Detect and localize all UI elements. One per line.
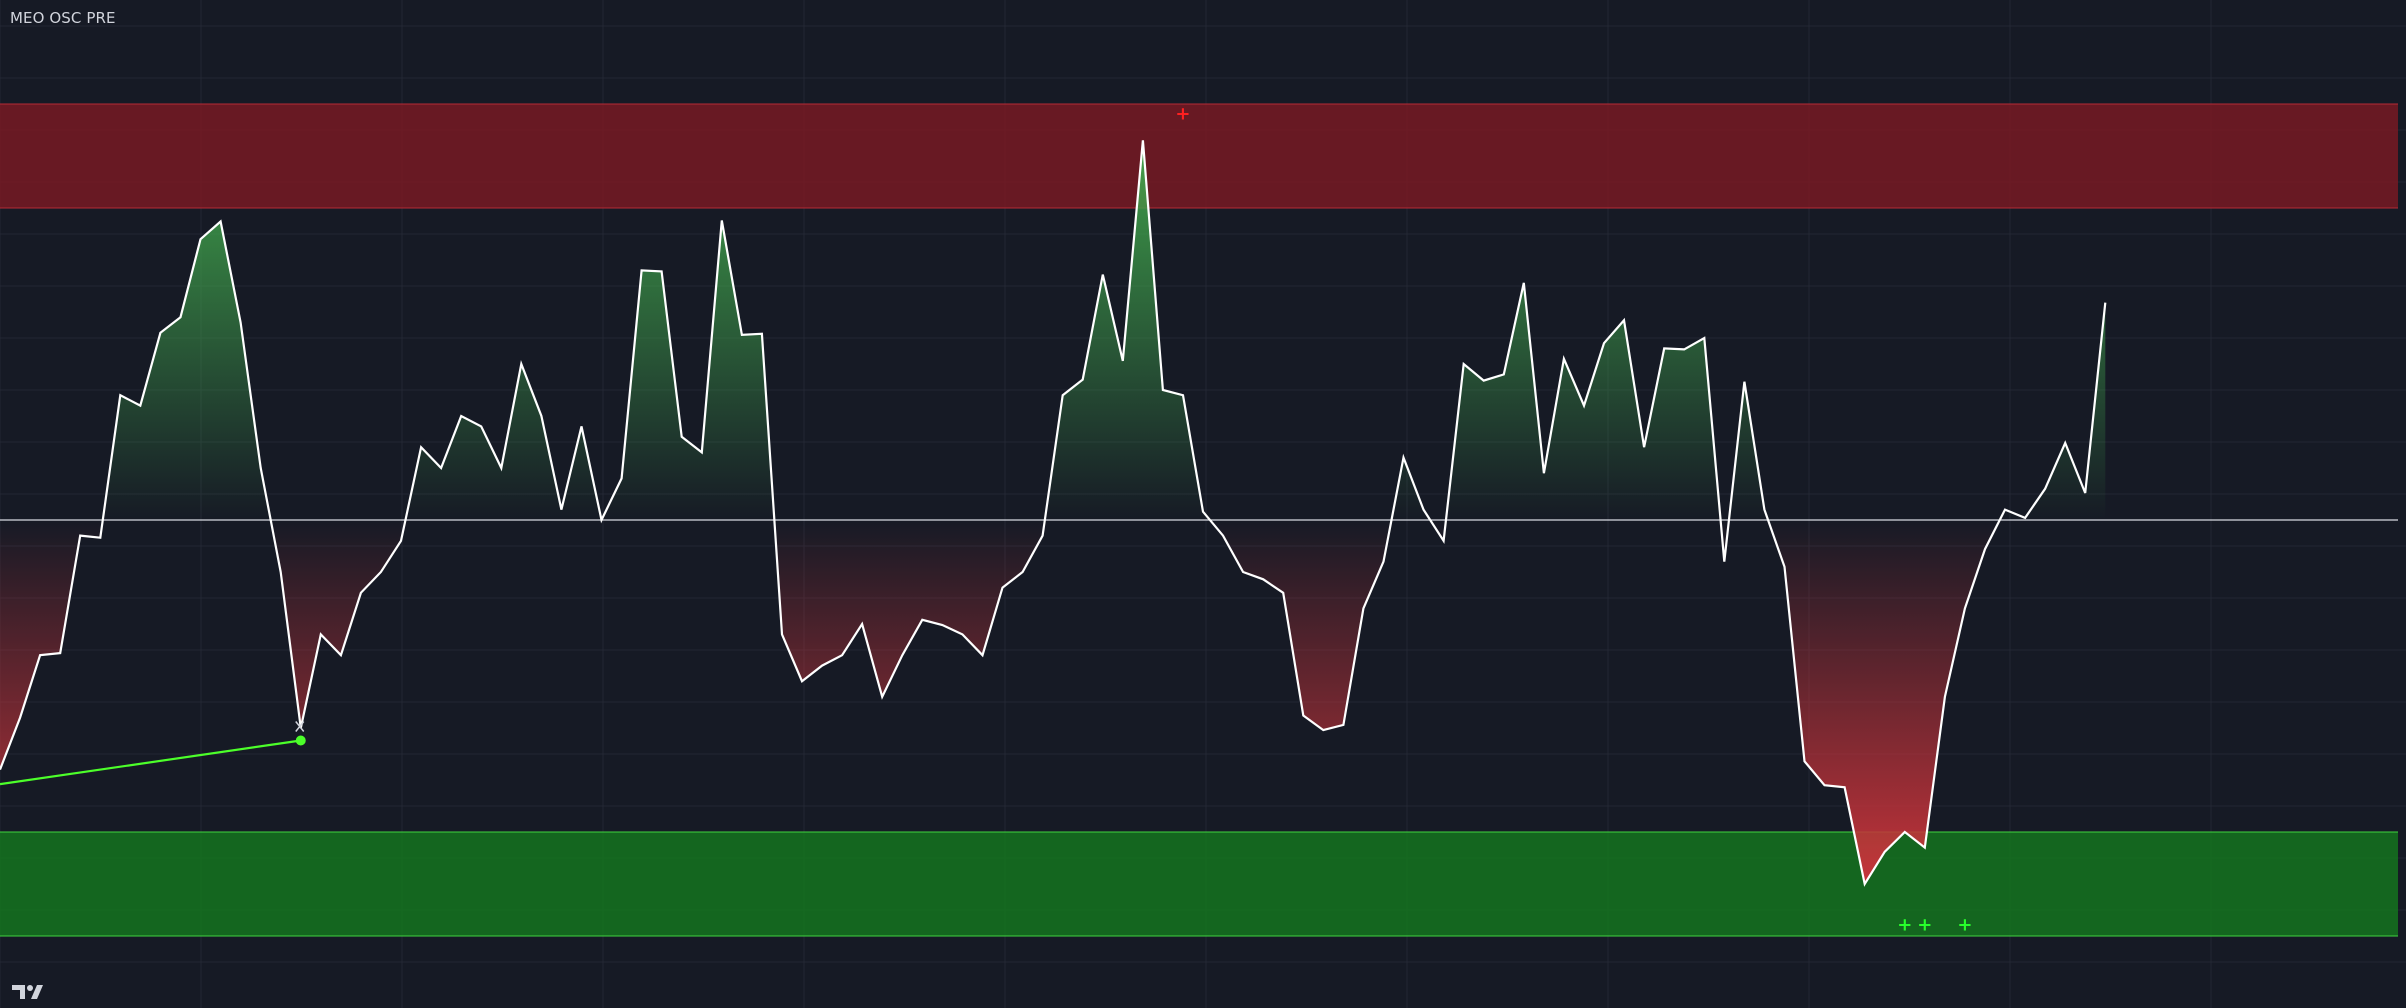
signal-marker-up: +	[1897, 915, 1912, 936]
logo-part-dot	[27, 985, 33, 991]
signals-group: ++ + +	[1175, 103, 1972, 935]
zones	[0, 103, 2398, 937]
positive-area-fill	[0, 140, 2106, 520]
logo-part-t	[12, 985, 25, 999]
signal-marker-up: +	[1917, 915, 1932, 936]
area-fills	[0, 140, 2106, 884]
logo-part-v	[31, 985, 43, 999]
signal-marker-down: +	[1175, 103, 1190, 124]
overbought-zone	[0, 104, 2398, 208]
divergence-pin-icon	[295, 721, 305, 732]
pin-icon-stroke	[295, 721, 305, 732]
oscillator-line-group	[0, 140, 2107, 887]
divergence-line	[0, 739, 301, 786]
divergence-group	[0, 721, 306, 786]
negative-area-fill	[0, 520, 2106, 884]
divergence-end-dot	[295, 735, 306, 746]
signal-marker-up: +	[1957, 915, 1972, 936]
tradingview-logo-icon	[12, 985, 43, 999]
oversold-zone	[0, 832, 2398, 936]
oscillator-line	[0, 140, 2107, 887]
indicator-title: MEO OSC PRE	[10, 9, 116, 27]
